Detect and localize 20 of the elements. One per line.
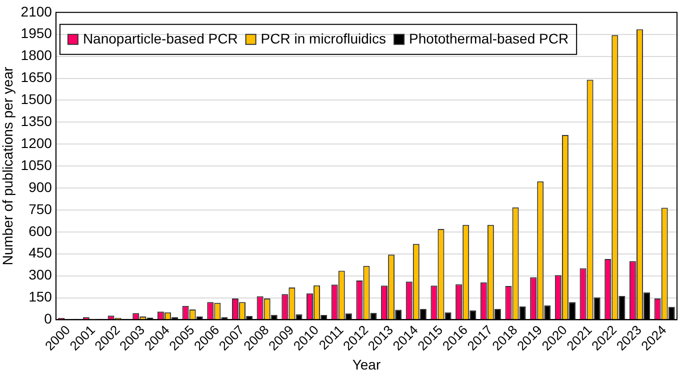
y-tick-label: 1800 — [20, 47, 52, 64]
y-tick-label: 1200 — [20, 134, 52, 151]
y-tick-label: 150 — [28, 288, 52, 305]
y-tick-label: 750 — [28, 200, 52, 217]
y-tick-label: 300 — [28, 266, 52, 283]
y-axis-title: Number of publications per year — [0, 66, 16, 266]
x-axis-title: Year — [352, 356, 381, 372]
y-tick-label: 1950 — [20, 25, 52, 42]
y-tick-label: 600 — [28, 222, 52, 239]
y-tick-label: 450 — [28, 244, 52, 261]
y-tick-label: 1650 — [20, 69, 52, 86]
y-tick-label: 0 — [44, 310, 52, 327]
legend-label: Photothermal-based PCR — [409, 30, 569, 46]
legend-label: Nanoparticle-based PCR — [82, 30, 238, 46]
y-tick-label: 1050 — [20, 156, 52, 173]
y-tick-label: 900 — [28, 178, 52, 195]
y-tick-label: 2100 — [20, 3, 52, 20]
y-tick-label: 1500 — [20, 91, 52, 108]
legend-label: PCR in microfluidics — [260, 30, 386, 46]
y-tick-label: 1350 — [20, 113, 52, 130]
